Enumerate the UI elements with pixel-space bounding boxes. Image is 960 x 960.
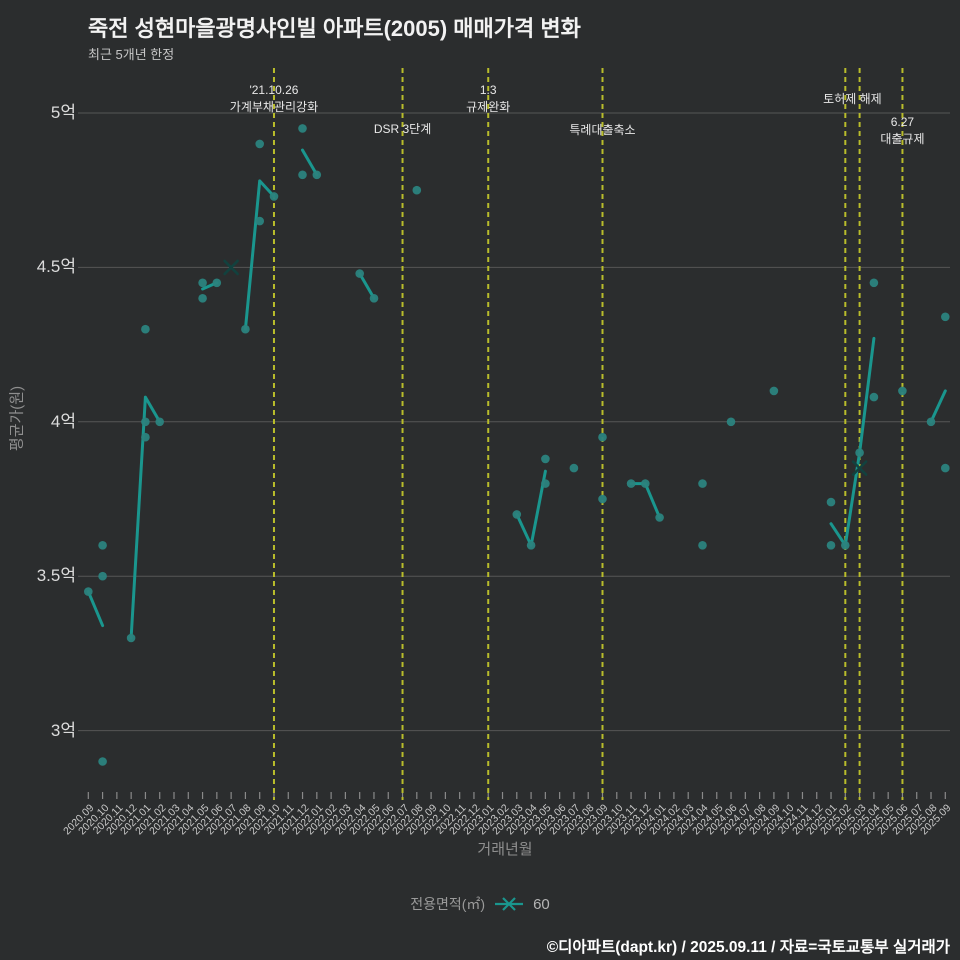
event-annotation: 1.3 규제완화 [403, 82, 573, 116]
transaction-dot[interactable] [355, 269, 365, 278]
transaction-dot[interactable] [512, 510, 522, 519]
legend-x-marker-icon [495, 897, 524, 911]
event-annotation-line: 가계부채관리강화 [229, 100, 319, 114]
transaction-dot[interactable] [769, 386, 779, 396]
transaction-dot[interactable] [698, 541, 707, 550]
event-annotation-line: 대출규제 [880, 132, 925, 146]
transaction-dot[interactable] [412, 185, 422, 195]
transaction-dot[interactable] [198, 294, 207, 303]
event-annotation-line: 토허제 해제 [823, 92, 882, 106]
event-annotation-line: 1.3 [479, 83, 497, 97]
event-annotation: 6.27 대출규제 [817, 114, 960, 148]
y-tick-label: 5억 [50, 103, 76, 122]
transaction-dot[interactable] [298, 124, 307, 133]
legend-series-value: 60 [533, 895, 550, 913]
transaction-dot[interactable] [926, 417, 936, 427]
canceled-x-mark[interactable] [223, 259, 239, 276]
transaction-dot[interactable] [655, 513, 664, 522]
y-tick-label: 3억 [50, 720, 76, 740]
event-annotation: 특례대출축소 [517, 122, 687, 139]
y-tick-label: 4억 [50, 411, 76, 431]
avg-price-line [129, 395, 162, 640]
transaction-dot[interactable] [726, 417, 736, 427]
transaction-dot[interactable] [826, 541, 836, 550]
transaction-dot[interactable] [369, 294, 379, 303]
transaction-dot[interactable] [212, 278, 222, 288]
transaction-dot[interactable] [898, 386, 907, 396]
avg-price-line [629, 482, 662, 519]
y-tick-label: 3.5억 [36, 566, 76, 586]
transaction-dot[interactable] [98, 541, 107, 550]
transaction-dot[interactable] [541, 479, 550, 488]
transaction-dot[interactable] [569, 463, 579, 473]
x-axis-title: 거래년월 [477, 841, 533, 858]
page-title: 죽전 성현마을광명샤인빌 아파트(2005) 매매가격 변화 [88, 16, 581, 41]
transaction-dot[interactable] [626, 479, 636, 488]
transaction-dot[interactable] [541, 454, 550, 464]
transaction-dot[interactable] [598, 432, 607, 442]
transaction-dot[interactable] [126, 633, 136, 643]
avg-price-line [243, 179, 276, 331]
transaction-dot[interactable] [312, 170, 322, 180]
transaction-dot[interactable] [141, 432, 150, 442]
transaction-dot[interactable] [269, 192, 279, 201]
transaction-dot[interactable] [141, 324, 150, 334]
transaction-dot[interactable] [298, 170, 307, 180]
transaction-dot[interactable] [198, 278, 207, 288]
transaction-dot[interactable] [941, 312, 950, 322]
avg-price-line [829, 336, 876, 547]
transaction-dot[interactable] [141, 417, 150, 427]
avg-price-line [86, 590, 105, 628]
transaction-dot[interactable] [241, 324, 250, 334]
legend-label: 전용면적(㎡) [410, 896, 486, 912]
transaction-dot[interactable] [869, 278, 879, 288]
transaction-dot[interactable] [255, 216, 264, 226]
page-subtitle: 최근 5개년 한정 [88, 47, 175, 62]
avg-price-line [929, 389, 947, 424]
transaction-dot[interactable] [84, 587, 93, 596]
transaction-dot[interactable] [155, 417, 164, 427]
avg-price-line [515, 469, 547, 547]
transaction-dot[interactable] [98, 757, 107, 766]
transaction-dot[interactable] [941, 463, 950, 473]
transaction-dot[interactable] [98, 571, 107, 581]
transaction-dot[interactable] [526, 541, 536, 550]
transaction-dot[interactable] [641, 479, 650, 488]
event-annotation-line: 6.27 [890, 115, 915, 129]
transaction-dot[interactable] [698, 479, 707, 488]
transaction-dot[interactable] [255, 139, 264, 149]
avg-price-line [358, 272, 376, 300]
event-annotation: 토허제 해제 [767, 91, 937, 108]
transaction-dot[interactable] [855, 448, 864, 458]
footer-credit: ©디아파트(dapt.kr) / 2025.09.11 / 자료=국토교통부 실… [546, 939, 950, 956]
y-tick-label: 4.5억 [36, 257, 76, 277]
transaction-dot[interactable] [841, 541, 850, 550]
legend[interactable]: 전용면적(㎡) 60 [0, 894, 960, 914]
transaction-dot[interactable] [826, 497, 836, 507]
event-annotation-line: '21.10.26 [249, 83, 299, 97]
event-annotation: '21.10.26 가계부채관리강화 [189, 82, 359, 116]
event-annotation-line: 특례대출축소 [569, 123, 636, 137]
canceled-x-mark[interactable] [851, 460, 868, 476]
transaction-dot[interactable] [869, 392, 879, 402]
transaction-dot[interactable] [598, 494, 607, 504]
event-annotation-line: 규제완화 [466, 100, 511, 114]
event-annotation: DSR 3단계 [318, 121, 488, 138]
avg-price-line [301, 148, 319, 177]
event-annotation-line: DSR 3단계 [373, 122, 432, 136]
